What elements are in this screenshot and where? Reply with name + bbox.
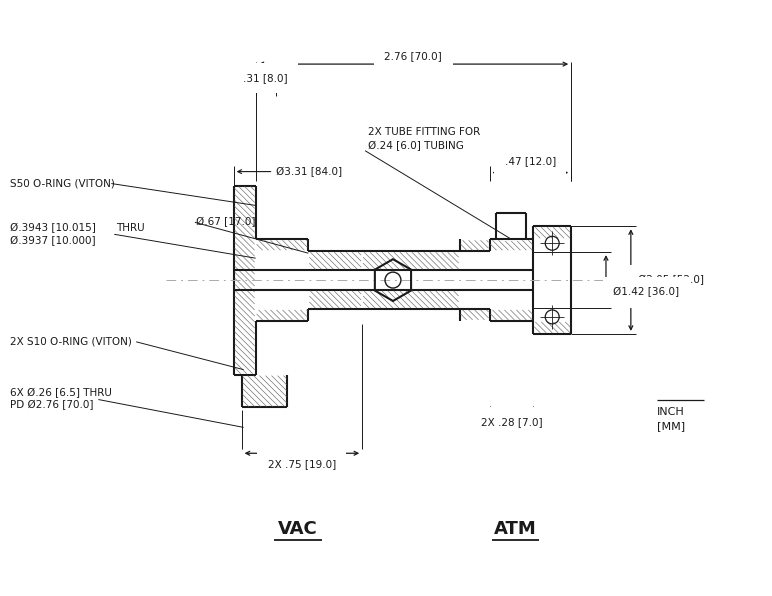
Text: PD Ø2.76 [70.0]: PD Ø2.76 [70.0] [10,401,93,411]
Text: VAC: VAC [278,520,318,538]
Text: Ø1.42 [36.0]: Ø1.42 [36.0] [613,287,679,297]
Text: S50 O-RING (VITON): S50 O-RING (VITON) [10,179,114,188]
Text: [MM]: [MM] [657,421,685,432]
Text: .31 [8.0]: .31 [8.0] [243,73,288,83]
Text: Ø.3943 [10.015]: Ø.3943 [10.015] [10,224,96,234]
Text: THRU: THRU [117,224,145,233]
Text: ATM: ATM [494,520,537,538]
Text: Ø.3937 [10.000]: Ø.3937 [10.000] [10,236,96,246]
Text: 2X .75 [19.0]: 2X .75 [19.0] [268,460,336,469]
Text: 2X S10 O-RING (VITON): 2X S10 O-RING (VITON) [10,337,132,347]
Text: 2X TUBE FITTING FOR
Ø.24 [6.0] TUBING: 2X TUBE FITTING FOR Ø.24 [6.0] TUBING [368,127,480,151]
Text: .47 [12.0]: .47 [12.0] [505,156,556,166]
Text: Ø2.05 [52.0]: Ø2.05 [52.0] [638,275,704,285]
Text: INCH: INCH [657,408,685,417]
Text: Ø.67 [17.0]: Ø.67 [17.0] [196,218,256,228]
Text: 2.76 [70.0]: 2.76 [70.0] [384,51,442,61]
Text: 2X .28 [7.0]: 2X .28 [7.0] [481,417,542,427]
Text: 6X Ø.26 [6.5] THRU: 6X Ø.26 [6.5] THRU [10,387,112,398]
Text: Ø3.31 [84.0]: Ø3.31 [84.0] [276,166,342,176]
